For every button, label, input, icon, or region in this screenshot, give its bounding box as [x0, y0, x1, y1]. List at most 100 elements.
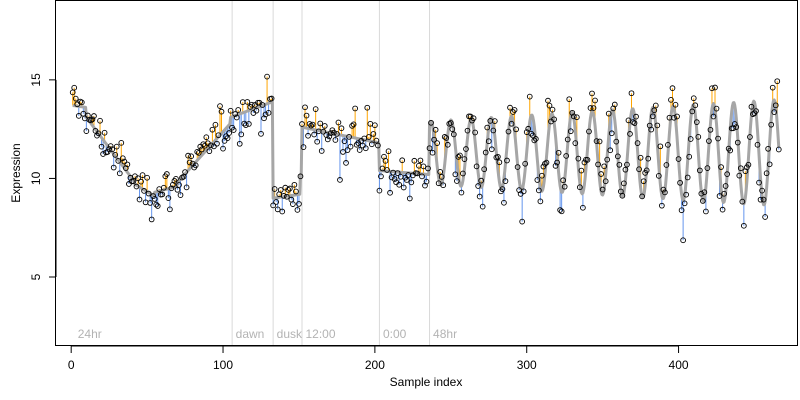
- data-point: [441, 134, 448, 140]
- phase-label: dusk: [277, 327, 303, 341]
- data-point: [220, 145, 226, 152]
- data-point: [113, 143, 120, 150]
- data-point: [748, 103, 755, 110]
- data-point: [763, 170, 770, 177]
- data-point: [431, 136, 437, 143]
- data-point: [604, 156, 611, 163]
- data-point: [566, 96, 573, 103]
- data-point: [455, 154, 462, 160]
- data-point: [426, 145, 433, 152]
- data-point: [709, 85, 715, 92]
- data-point: [280, 193, 287, 199]
- data-point: [343, 160, 349, 166]
- data-point: [589, 90, 595, 97]
- data-point: [203, 134, 210, 141]
- data-point: [637, 154, 644, 161]
- data-point: [270, 202, 276, 209]
- data-point: [214, 140, 220, 147]
- data-point: [97, 117, 103, 124]
- data-point: [649, 113, 656, 120]
- data-point: [115, 158, 122, 164]
- data-point: [502, 178, 509, 185]
- data-point: [258, 130, 264, 137]
- data-point: [311, 131, 317, 138]
- data-point: [531, 137, 538, 144]
- data-point: [253, 107, 260, 114]
- data-point: [573, 114, 580, 121]
- data-point: [508, 120, 515, 127]
- data-point: [768, 121, 775, 128]
- data-point: [305, 132, 311, 139]
- data-point: [95, 130, 102, 137]
- data-point: [622, 166, 629, 173]
- data-point: [163, 171, 170, 177]
- data-point: [680, 237, 686, 244]
- data-point: [712, 84, 718, 91]
- data-point: [713, 105, 720, 112]
- data-point: [511, 107, 518, 113]
- y-axis-label: Expression: [9, 143, 23, 202]
- data-point: [370, 131, 377, 137]
- data-point: [675, 156, 682, 162]
- data-point: [294, 207, 301, 213]
- data-point: [116, 170, 123, 177]
- x-tick-label: 100: [213, 358, 233, 372]
- data-point: [611, 101, 618, 108]
- data-point: [135, 175, 141, 182]
- data-point: [672, 101, 679, 108]
- data-point: [352, 105, 358, 112]
- data-point: [534, 177, 541, 183]
- data-point: [586, 128, 592, 135]
- data-point: [587, 105, 594, 111]
- data-point: [242, 122, 249, 128]
- data-point: [368, 141, 375, 148]
- data-point: [496, 159, 503, 166]
- data-point: [759, 187, 765, 194]
- data-point: [347, 143, 354, 150]
- y-axis: 5 10 15: [29, 73, 57, 280]
- data-point: [293, 188, 299, 195]
- data-point: [72, 95, 79, 102]
- data-point: [703, 208, 709, 215]
- data-point: [312, 106, 319, 112]
- data-point: [701, 189, 708, 196]
- data-point: [148, 216, 155, 223]
- data-point: [91, 113, 97, 119]
- data-point: [645, 155, 652, 162]
- data-point: [683, 191, 690, 198]
- data-point: [575, 155, 582, 162]
- data-point: [505, 128, 512, 135]
- data-point: [75, 113, 82, 119]
- data-point: [107, 143, 114, 149]
- data-point: [159, 191, 166, 198]
- y-tick-label: 5: [29, 273, 43, 280]
- data-point: [194, 149, 201, 155]
- data-point: [774, 78, 781, 85]
- data-point: [177, 192, 184, 198]
- data-point: [124, 161, 131, 168]
- data-point: [302, 104, 308, 111]
- data-point: [396, 181, 403, 188]
- data-point: [529, 132, 536, 139]
- data-point: [590, 105, 597, 111]
- data-point: [464, 127, 471, 134]
- data-point: [513, 126, 519, 133]
- data-point: [525, 125, 532, 132]
- data-point: [317, 120, 324, 127]
- data-point: [721, 190, 727, 197]
- data-point: [724, 171, 731, 178]
- data-point: [504, 157, 510, 164]
- data-point: [727, 147, 734, 154]
- data-point: [192, 162, 199, 169]
- data-point: [387, 189, 393, 196]
- data-point: [519, 218, 526, 225]
- data-point: [539, 172, 545, 179]
- data-point: [429, 149, 436, 156]
- data-point: [745, 161, 752, 168]
- data-point: [595, 161, 601, 168]
- data-point: [698, 190, 705, 197]
- data-point: [168, 185, 175, 192]
- data-point: [554, 159, 560, 166]
- phase-label: 12:00: [306, 327, 336, 341]
- data-point: [320, 128, 327, 135]
